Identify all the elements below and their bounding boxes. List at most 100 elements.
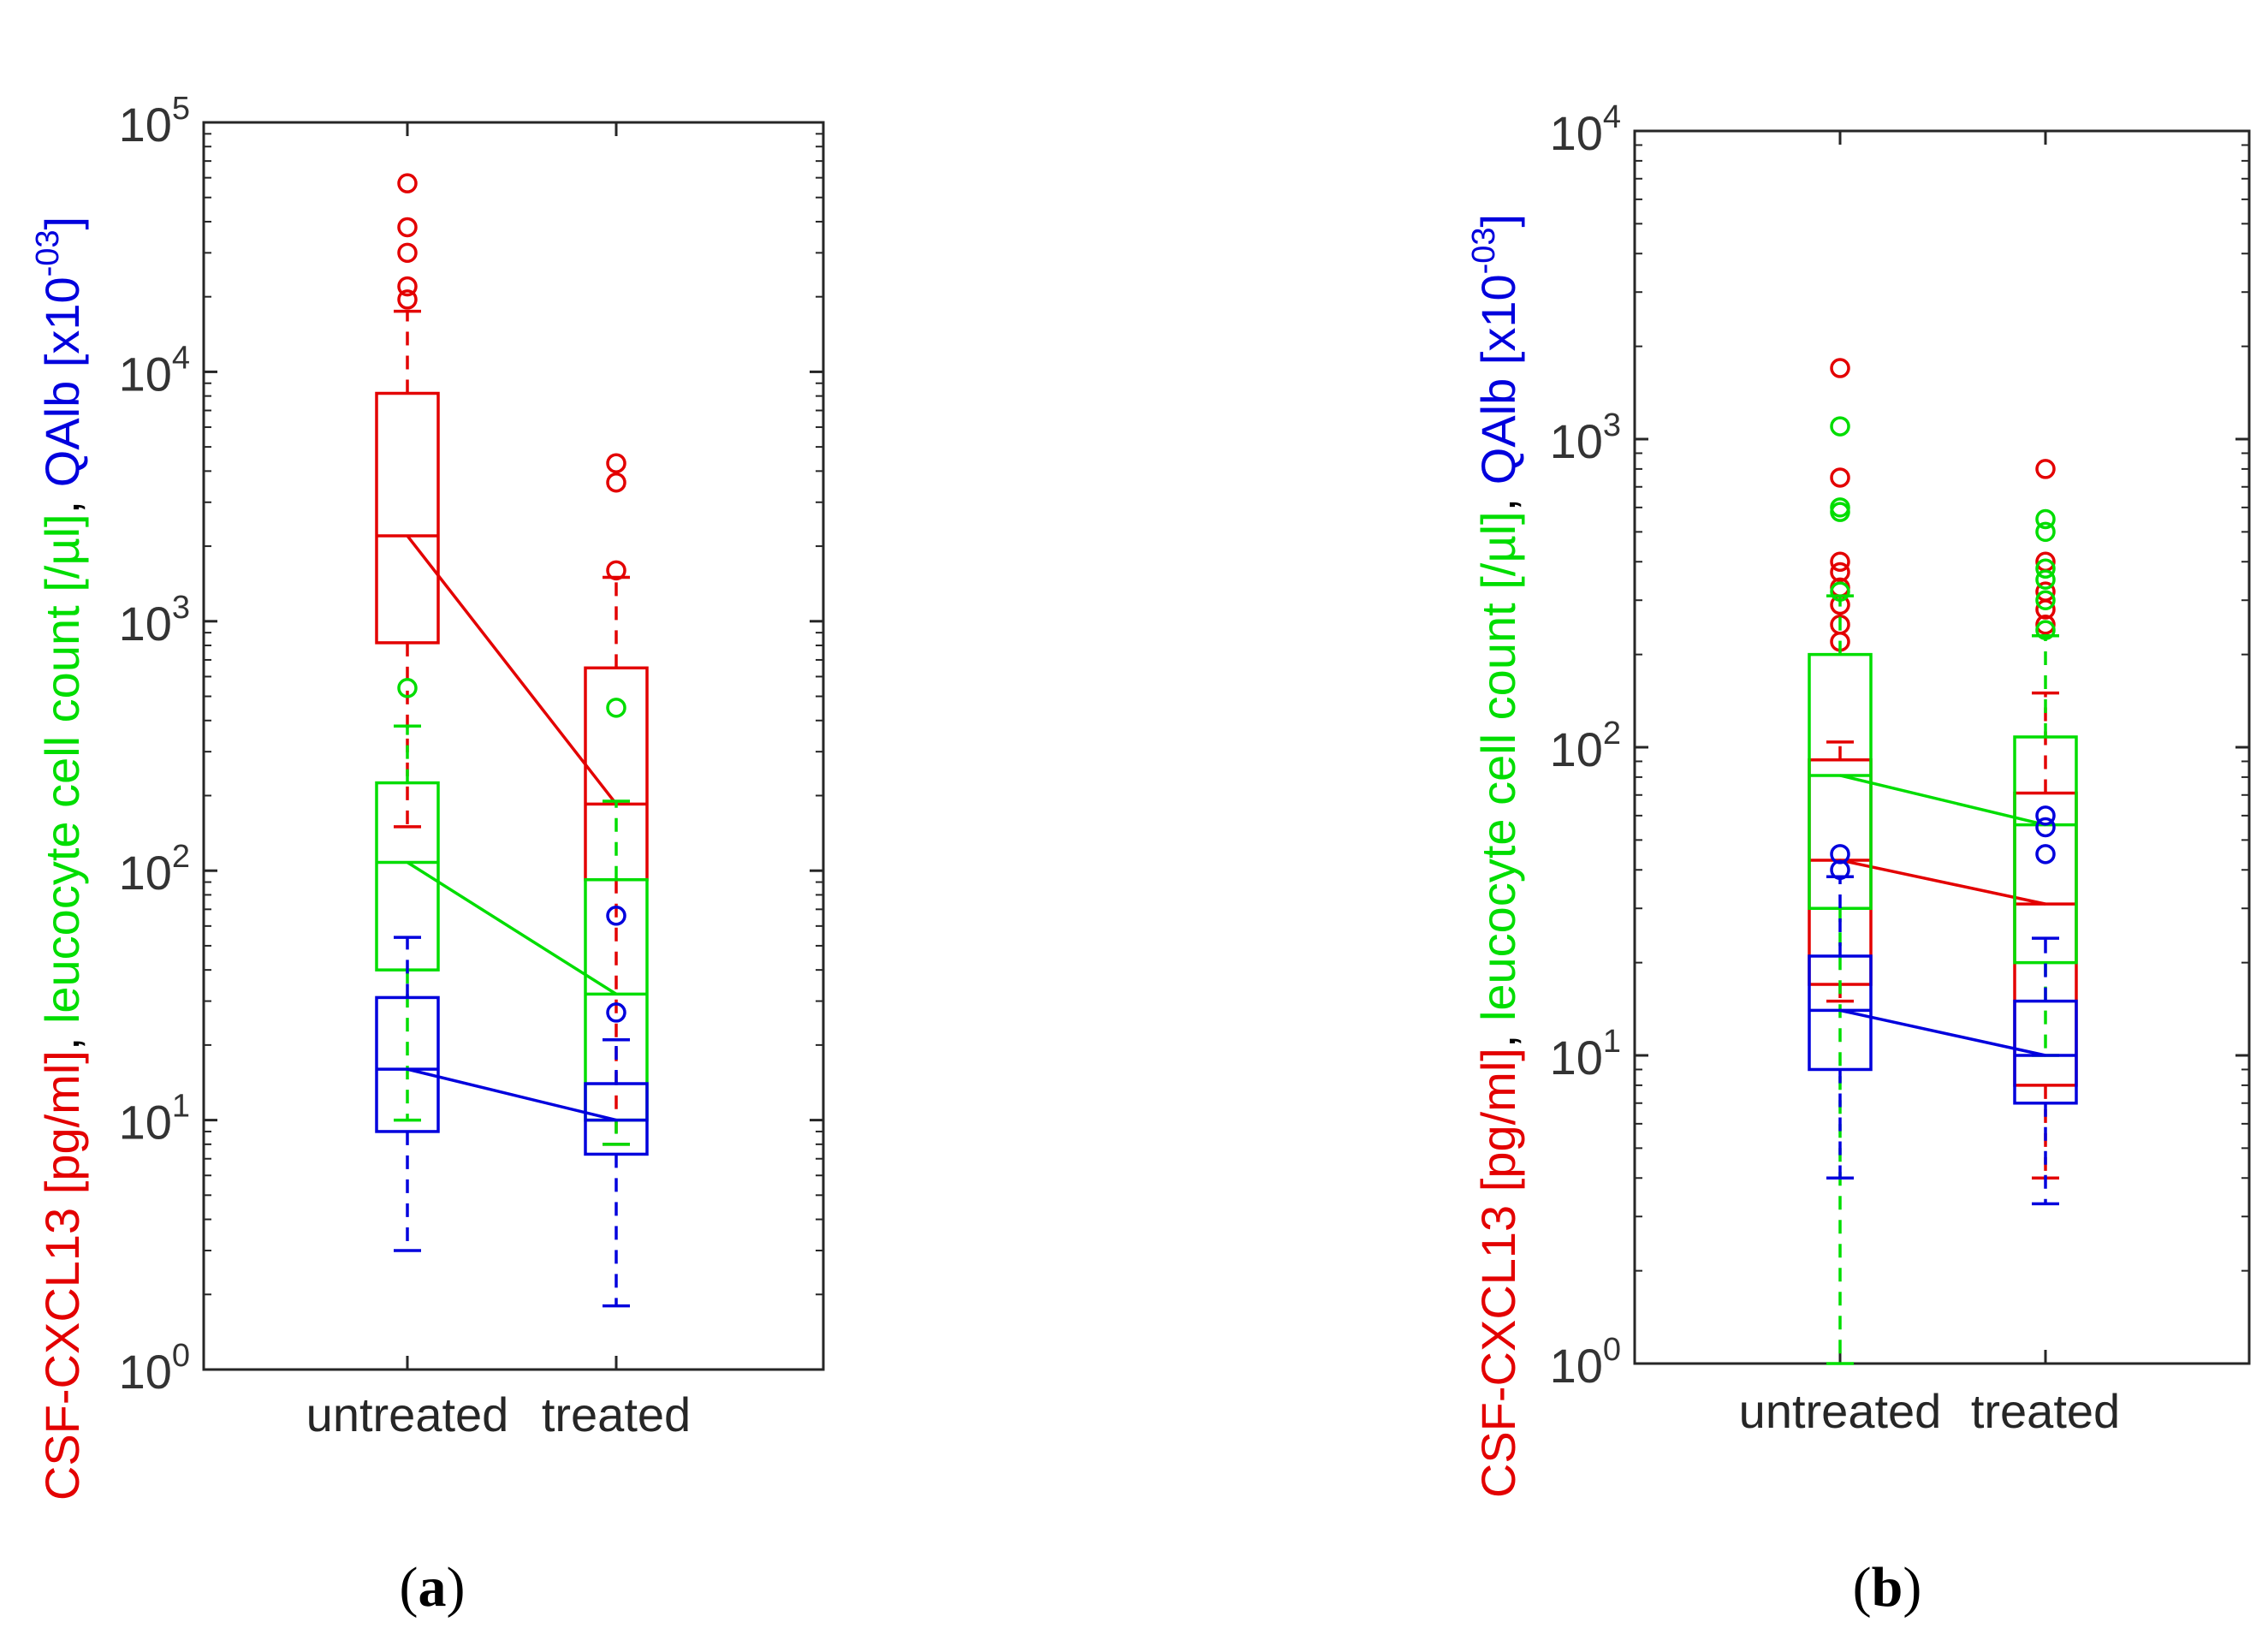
y-tick-exponent: 4 bbox=[172, 340, 190, 376]
outlier-point bbox=[397, 217, 418, 238]
outlier-point bbox=[1830, 614, 1850, 635]
iqr-box bbox=[375, 995, 440, 1133]
x-category-label: treated bbox=[542, 1388, 691, 1441]
outlier-point bbox=[2035, 459, 2056, 479]
median-trend-line bbox=[1839, 774, 2046, 827]
ylabel-separator: , bbox=[1471, 484, 1525, 511]
plot-frame bbox=[202, 121, 825, 1371]
ylabel-separator: , bbox=[1471, 1021, 1525, 1048]
panel-label-letter: a bbox=[419, 1556, 447, 1619]
outlier-point bbox=[1830, 497, 1850, 518]
y-axis-label: CSF-CXCL13 [pg/ml], leucocyte cell count… bbox=[1466, 214, 1525, 1498]
iqr-box bbox=[2013, 999, 2078, 1105]
outlier-point bbox=[2035, 620, 2056, 640]
outlier-point bbox=[1830, 562, 1850, 583]
outlier-point bbox=[397, 678, 418, 698]
y-tick-label: 104 bbox=[1550, 99, 1621, 160]
outlier-point bbox=[606, 698, 626, 718]
ylabel-qalb: QAlb [x10 bbox=[35, 276, 89, 487]
median-trend-line bbox=[407, 860, 617, 995]
y-tick-exponent: 3 bbox=[172, 590, 190, 626]
y-tick-base: 10 bbox=[1550, 722, 1603, 776]
panel-label: (b) bbox=[1853, 1556, 1922, 1619]
y-tick-label: 102 bbox=[1550, 716, 1621, 776]
outlier-point bbox=[1830, 416, 1850, 437]
y-tick-base: 10 bbox=[1550, 414, 1603, 468]
ylabel-qalb: QAlb [x10 bbox=[1471, 274, 1525, 484]
outlier-point bbox=[2035, 590, 2056, 610]
x-category-label: untreated bbox=[1739, 1384, 1942, 1438]
ylabel-qalb-end: ] bbox=[35, 217, 89, 230]
y-tick-label: 101 bbox=[1550, 1024, 1621, 1084]
y-tick-base: 10 bbox=[119, 597, 172, 651]
y-tick-label: 100 bbox=[1550, 1332, 1621, 1393]
y-tick-exponent: 5 bbox=[172, 91, 190, 127]
y-tick-label: 102 bbox=[119, 839, 190, 900]
y-tick-label: 104 bbox=[119, 340, 190, 401]
y-tick-exponent: 0 bbox=[1603, 1332, 1621, 1368]
y-tick-exponent: 2 bbox=[1603, 716, 1621, 752]
y-tick-exponent: 1 bbox=[172, 1089, 190, 1125]
y-tick-base: 10 bbox=[1550, 106, 1603, 160]
y-tick-exponent: 4 bbox=[1603, 99, 1621, 135]
y-tick-base: 10 bbox=[1550, 1339, 1603, 1393]
y-tick-label: 101 bbox=[119, 1089, 190, 1150]
outlier-point bbox=[2035, 844, 2056, 865]
panel-label-close: ) bbox=[1903, 1556, 1921, 1619]
ylabel-leucocyte: leucocyte cell count [/µl] bbox=[1471, 511, 1525, 1021]
y-tick-label: 103 bbox=[1550, 407, 1621, 468]
y-tick-base: 10 bbox=[1550, 1031, 1603, 1084]
y-tick-exponent: 1 bbox=[1603, 1024, 1621, 1060]
outlier-point bbox=[2035, 569, 2056, 590]
y-tick-exponent: 2 bbox=[172, 839, 190, 875]
outlier-point bbox=[2035, 521, 2056, 543]
y-tick-exponent: 3 bbox=[1603, 407, 1621, 443]
outlier-point bbox=[606, 453, 626, 473]
outlier-point bbox=[2035, 581, 2056, 602]
iqr-box bbox=[375, 391, 440, 645]
outlier-point bbox=[1830, 358, 1850, 378]
outlier-point bbox=[606, 560, 626, 581]
outlier-point bbox=[2035, 805, 2056, 826]
median-trend-line bbox=[1839, 1008, 2046, 1057]
ylabel-separator: , bbox=[35, 1024, 89, 1050]
outlier-point bbox=[397, 242, 418, 264]
outlier-point bbox=[397, 173, 418, 193]
y-tick-label: 103 bbox=[119, 590, 190, 651]
outlier-point bbox=[2035, 614, 2056, 635]
median-trend-line bbox=[406, 534, 618, 805]
y-tick-base: 10 bbox=[119, 347, 172, 401]
x-category-label: treated bbox=[1971, 1384, 2120, 1438]
outlier-point bbox=[2035, 508, 2056, 530]
outlier-point bbox=[606, 1002, 626, 1023]
outlier-point bbox=[2035, 817, 2056, 838]
ylabel-qalb-exponent: -03 bbox=[30, 229, 66, 276]
panel-label: (a) bbox=[400, 1556, 466, 1619]
ylabel-qalb-end: ] bbox=[1471, 214, 1525, 228]
iqr-box bbox=[1808, 954, 1873, 1072]
y-tick-label: 100 bbox=[119, 1338, 190, 1399]
outlier-point bbox=[1830, 551, 1850, 573]
median-trend-line bbox=[1839, 859, 2046, 906]
outlier-point bbox=[397, 289, 418, 310]
iqr-box bbox=[2013, 735, 2078, 965]
ylabel-separator: , bbox=[35, 487, 89, 514]
outlier-point bbox=[606, 906, 626, 926]
panel-label-open: ( bbox=[1853, 1556, 1872, 1619]
x-category-label: untreated bbox=[306, 1388, 509, 1441]
y-tick-base: 10 bbox=[119, 98, 172, 152]
series-qalb bbox=[375, 906, 649, 1308]
outlier-point bbox=[1830, 844, 1850, 865]
outlier-point bbox=[2035, 558, 2056, 579]
y-tick-base: 10 bbox=[119, 1345, 172, 1399]
panel-label-close: ) bbox=[447, 1556, 466, 1619]
outlier-point bbox=[397, 276, 418, 297]
median-trend-line bbox=[407, 1067, 617, 1122]
y-tick-label: 105 bbox=[119, 91, 190, 152]
y-axis-label: CSF-CXCL13 [pg/ml], leucocyte cell count… bbox=[30, 217, 89, 1500]
y-tick-base: 10 bbox=[119, 846, 172, 900]
y-tick-exponent: 0 bbox=[172, 1338, 190, 1374]
